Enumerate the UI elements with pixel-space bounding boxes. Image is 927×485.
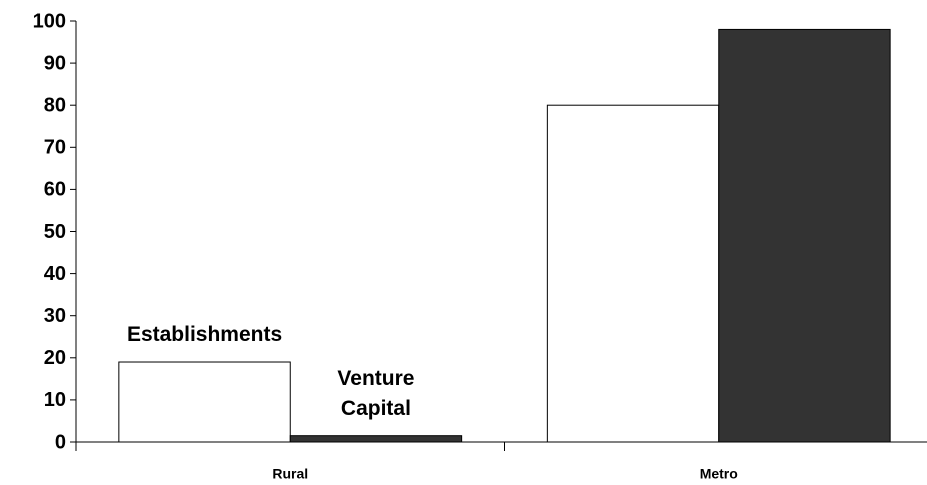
- x-tick-label: Metro: [700, 466, 738, 482]
- y-tick-label: 40: [44, 263, 66, 285]
- bar: [546, 104, 720, 443]
- series-label: Establishments: [126, 323, 283, 346]
- bar: [118, 361, 291, 443]
- y-tick-label: 0: [55, 431, 66, 453]
- y-tick-label: 30: [44, 305, 66, 327]
- x-tick-label: Rural: [272, 466, 308, 482]
- bar: [718, 28, 891, 443]
- y-tick-label: 90: [44, 52, 66, 74]
- bar: [289, 435, 463, 443]
- y-tick-label: 20: [44, 347, 66, 369]
- y-tick-label: 70: [44, 137, 66, 159]
- y-tick-label: 50: [44, 221, 66, 243]
- y-tick-label: 10: [44, 389, 66, 411]
- y-tick-label: 80: [44, 94, 66, 116]
- series-label: Venture Capital: [337, 366, 415, 420]
- y-tick-label: 60: [44, 179, 66, 201]
- y-tick-label: 100: [33, 10, 66, 32]
